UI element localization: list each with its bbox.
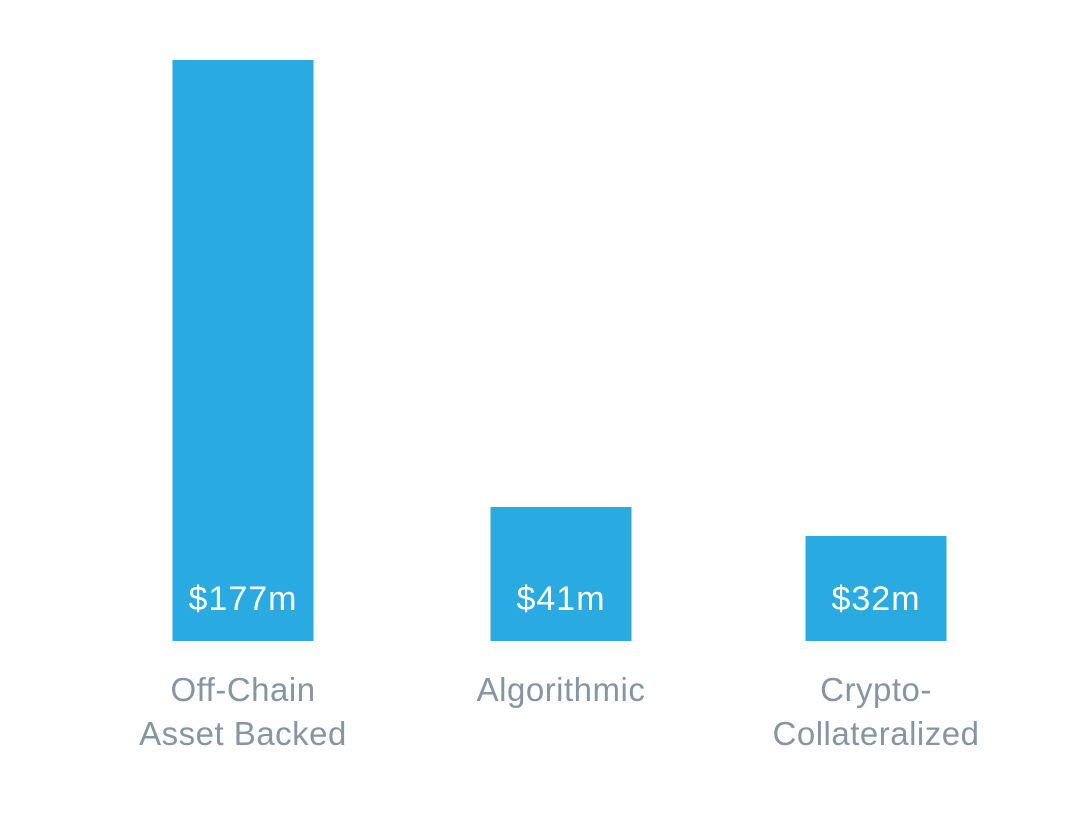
plot-area: $177m $41m $32m (78, 0, 1041, 641)
category-label-line: Collateralized (772, 715, 980, 752)
bar-group-crypto-collateralized: $32m (711, 0, 1041, 641)
bar-value-label: $32m (831, 580, 921, 618)
category-label-crypto-collateralized: Crypto- Collateralized (711, 668, 1041, 756)
category-label-line: Off-Chain (170, 671, 316, 708)
bar-algorithmic: $41m (490, 507, 632, 641)
category-label-algorithmic: Algorithmic (396, 668, 726, 712)
category-label-line: Asset Backed (139, 715, 347, 752)
bar-value-label: $177m (188, 580, 298, 618)
bar-off-chain-asset-backed: $177m (172, 60, 314, 641)
bar-group-algorithmic: $41m (396, 0, 726, 641)
category-label-line: Crypto- (820, 671, 932, 708)
bar-value-label: $41m (516, 580, 606, 618)
category-label-line: Algorithmic (476, 671, 646, 708)
category-label-off-chain-asset-backed: Off-Chain Asset Backed (78, 668, 408, 756)
bar-crypto-collateralized: $32m (805, 536, 947, 641)
bar-group-off-chain-asset-backed: $177m (78, 0, 408, 641)
